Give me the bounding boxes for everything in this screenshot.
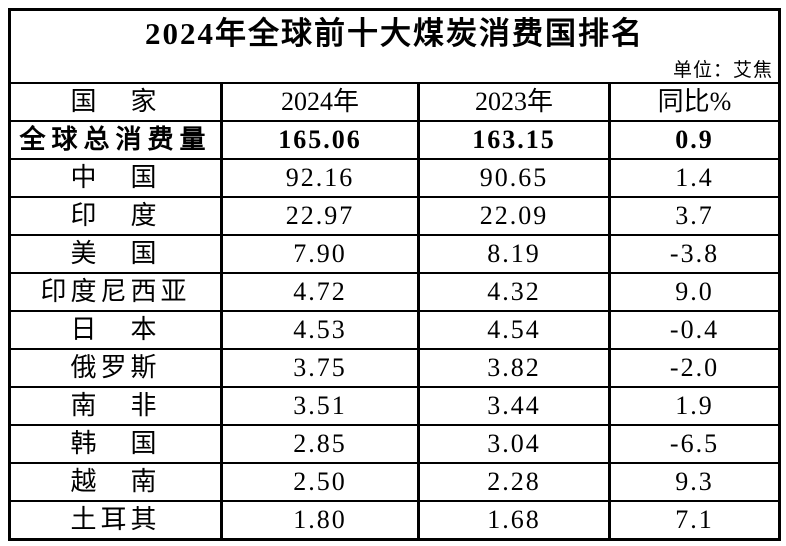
country-name: 俄罗斯 [8, 347, 223, 388]
value-2024: 4.53 [220, 309, 420, 350]
value-yoy: -6.5 [608, 423, 781, 464]
unit-note: 单位：艾焦 [672, 59, 773, 81]
value-2023: 1.68 [417, 499, 611, 541]
value-yoy: -3.8 [608, 233, 781, 274]
value-2024: 4.72 [220, 271, 420, 312]
value-yoy: -0.4 [608, 309, 781, 350]
country-name: 印 度 [8, 195, 223, 236]
title-cell: 2024年全球前十大煤炭消费国排名 单位：艾焦 [8, 8, 781, 84]
total-2024-value: 165.06 [220, 119, 420, 160]
value-2024: 2.50 [220, 461, 420, 502]
value-yoy: 3.7 [608, 195, 781, 236]
value-2023: 90.65 [417, 157, 611, 198]
country-name: 美 国 [8, 233, 223, 274]
title-row: 2024年全球前十大煤炭消费国排名 单位：艾焦 [8, 8, 781, 84]
value-2024: 2.85 [220, 423, 420, 464]
value-2023: 3.44 [417, 385, 611, 426]
column-header-yoy: 同比% [608, 81, 781, 122]
total-row: 全球总消费量 165.06 163.15 0.9 [8, 119, 781, 160]
country-name: 中 国 [8, 157, 223, 198]
value-2024: 7.90 [220, 233, 420, 274]
country-name: 印度尼西亚 [8, 271, 223, 312]
value-yoy: 9.0 [608, 271, 781, 312]
column-header-2023: 2023年 [417, 81, 611, 122]
value-2023: 8.19 [417, 233, 611, 274]
total-yoy-value: 0.9 [608, 119, 781, 160]
value-2023: 22.09 [417, 195, 611, 236]
table-row-south-africa: 南 非 3.51 3.44 1.9 [8, 385, 781, 426]
value-2023: 3.04 [417, 423, 611, 464]
country-name: 韩 国 [8, 423, 223, 464]
table-row-south-korea: 韩 国 2.85 3.04 -6.5 [8, 423, 781, 464]
total-label: 全球总消费量 [8, 119, 223, 160]
table-row-china: 中 国 92.16 90.65 1.4 [8, 157, 781, 198]
value-2024: 3.75 [220, 347, 420, 388]
table-row-russia: 俄罗斯 3.75 3.82 -2.0 [8, 347, 781, 388]
page-title: 2024年全球前十大煤炭消费国排名 [145, 16, 644, 51]
value-2023: 4.54 [417, 309, 611, 350]
country-name: 日 本 [8, 309, 223, 350]
value-2023: 4.32 [417, 271, 611, 312]
table-row-japan: 日 本 4.53 4.54 -0.4 [8, 309, 781, 350]
coal-consumption-ranking-table: 2024年全球前十大煤炭消费国排名 单位：艾焦 国 家 2024年 2023年 … [8, 8, 781, 541]
value-2024: 3.51 [220, 385, 420, 426]
country-name: 越 南 [8, 461, 223, 502]
table-row-usa: 美 国 7.90 8.19 -3.8 [8, 233, 781, 274]
column-header-2024: 2024年 [220, 81, 420, 122]
value-yoy: 1.9 [608, 385, 781, 426]
table-row-vietnam: 越 南 2.50 2.28 9.3 [8, 461, 781, 502]
country-name: 土耳其 [8, 499, 223, 541]
value-2024: 22.97 [220, 195, 420, 236]
value-yoy: -2.0 [608, 347, 781, 388]
total-2023-value: 163.15 [417, 119, 611, 160]
column-header-country: 国 家 [8, 81, 223, 122]
value-2024: 1.80 [220, 499, 420, 541]
table-row-india: 印 度 22.97 22.09 3.7 [8, 195, 781, 236]
value-yoy: 9.3 [608, 461, 781, 502]
value-2023: 2.28 [417, 461, 611, 502]
table-row-turkey: 土耳其 1.80 1.68 7.1 [8, 499, 781, 541]
table-row-indonesia: 印度尼西亚 4.72 4.32 9.0 [8, 271, 781, 312]
value-2023: 3.82 [417, 347, 611, 388]
value-2024: 92.16 [220, 157, 420, 198]
country-name: 南 非 [8, 385, 223, 426]
header-row: 国 家 2024年 2023年 同比% [8, 81, 781, 122]
value-yoy: 1.4 [608, 157, 781, 198]
value-yoy: 7.1 [608, 499, 781, 541]
